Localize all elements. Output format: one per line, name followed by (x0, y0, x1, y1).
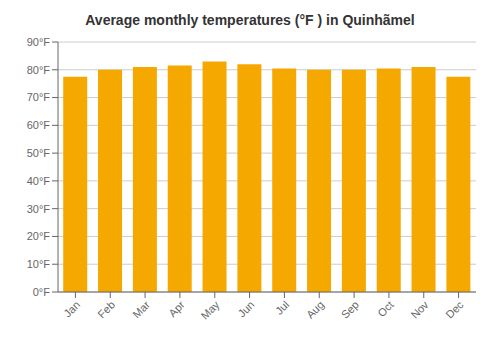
svg-text:50°F: 50°F (27, 147, 51, 159)
svg-text:Jun: Jun (235, 298, 256, 319)
svg-text:80°F: 80°F (27, 64, 51, 76)
svg-text:60°F: 60°F (27, 119, 51, 131)
svg-text:70°F: 70°F (27, 91, 51, 103)
svg-text:30°F: 30°F (27, 203, 51, 215)
svg-text:Feb: Feb (95, 298, 117, 320)
svg-text:Mar: Mar (130, 298, 152, 320)
svg-text:May: May (199, 298, 223, 322)
svg-text:10°F: 10°F (27, 258, 51, 270)
svg-text:Oct: Oct (375, 298, 396, 319)
svg-text:Aug: Aug (304, 298, 326, 320)
svg-text:40°F: 40°F (27, 175, 51, 187)
html-text:Average monthly temperatures (: Average monthly temperatures (°F ) in Qu… (85, 12, 415, 28)
svg-text:Nov: Nov (408, 298, 431, 321)
svg-text:0°F: 0°F (33, 286, 51, 298)
svg-text:Jan: Jan (61, 298, 82, 319)
svg-text:Jul: Jul (273, 298, 291, 316)
svg-text:20°F: 20°F (27, 230, 51, 242)
svg-text:Sep: Sep (339, 298, 361, 320)
svg-text:Dec: Dec (443, 298, 466, 321)
svg-text:Apr: Apr (166, 298, 187, 319)
svg-text:90°F: 90°F (27, 36, 51, 48)
